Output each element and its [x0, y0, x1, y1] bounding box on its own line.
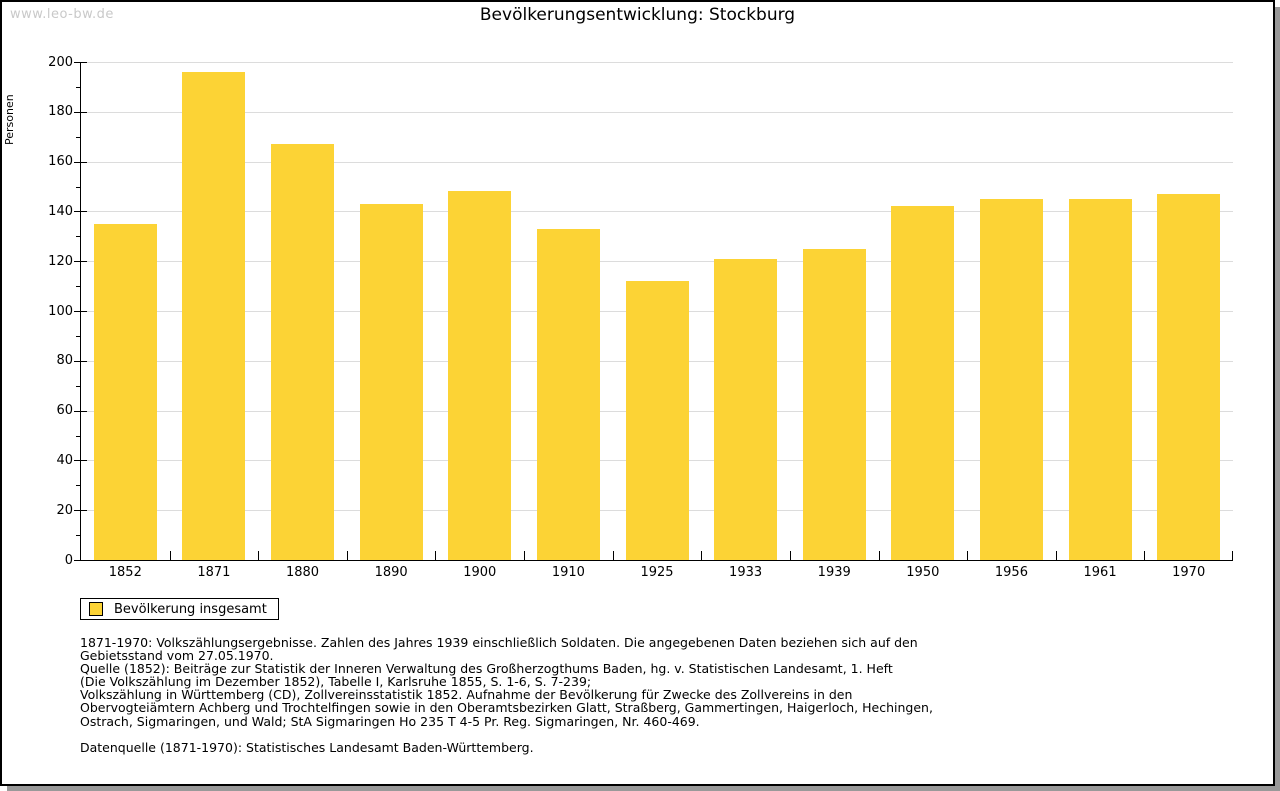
x-tick-label: 1852: [108, 565, 142, 580]
y-axis-label: Personen: [3, 94, 16, 145]
y-tick-minor: [76, 535, 81, 537]
legend-label: Bevölkerung insgesamt: [114, 601, 267, 617]
x-tick: [346, 551, 348, 560]
x-tick: [1144, 551, 1146, 560]
bar: [1068, 198, 1132, 560]
x-tick-label: 1910: [551, 565, 585, 580]
y-tick-minor: [76, 435, 81, 437]
footnote-line: Quelle (1852): Beiträge zur Statistik de…: [80, 661, 893, 677]
x-tick-label: 1956: [994, 565, 1028, 580]
x-tick-label: 1970: [1172, 565, 1206, 580]
bar: [625, 281, 689, 560]
y-tick: [74, 111, 87, 113]
y-tick-label: 200: [48, 54, 73, 70]
y-tick-minor: [76, 136, 81, 138]
y-tick-label: 0: [64, 552, 73, 568]
y-tick-label: 120: [48, 253, 73, 269]
bar: [536, 228, 600, 560]
footnote-line: (Die Volkszählung im Dezember 1852), Tab…: [80, 674, 592, 690]
y-tick-minor: [76, 236, 81, 238]
bar: [714, 258, 778, 560]
x-tick: [1232, 551, 1233, 560]
footnote-line: Obervogteiämtern Achberg und Trochtelfin…: [80, 700, 933, 716]
x-tick-label: 1871: [197, 565, 231, 580]
bar: [979, 198, 1043, 560]
y-tick: [74, 62, 87, 63]
y-tick-minor: [76, 385, 81, 387]
x-tick: [258, 551, 260, 560]
x-tick-label: 1880: [285, 565, 320, 580]
gridline: [81, 161, 1233, 163]
x-tick: [967, 551, 969, 560]
y-tick: [74, 311, 87, 312]
y-tick: [74, 261, 87, 263]
chart-title: Bevölkerungsentwicklung: Stockburg: [479, 5, 796, 25]
y-tick-label: 160: [48, 154, 73, 170]
footnote-line: [80, 728, 933, 741]
x-tick: [612, 551, 614, 560]
y-tick-label: 80: [56, 353, 73, 369]
y-tick: [74, 560, 87, 561]
footnotes: 1871-1970: Volkszählungsergebnisse. Zahl…: [80, 636, 933, 754]
bar: [93, 223, 157, 560]
legend-swatch-icon: [89, 602, 103, 616]
y-tick-label: 100: [48, 303, 73, 319]
gridline: [81, 111, 1233, 113]
bar: [359, 203, 423, 560]
bar: [182, 71, 246, 560]
y-tick-label: 40: [56, 452, 73, 468]
gridline: [81, 62, 1233, 63]
x-tick-label: 1961: [1083, 565, 1117, 580]
x-tick: [1055, 551, 1057, 560]
x-tick: [701, 551, 703, 560]
y-tick-label: 140: [48, 203, 73, 219]
y-tick: [74, 360, 87, 362]
y-tick-minor: [76, 86, 81, 88]
footnote-line: Datenquelle (1871-1970): Statistisches L…: [80, 739, 534, 755]
x-tick-label: 1933: [729, 565, 763, 580]
watermark: www.leo-bw.de: [10, 7, 114, 22]
x-tick: [878, 551, 880, 560]
bar: [891, 206, 955, 560]
x-tick: [435, 551, 437, 560]
y-tick-minor: [76, 286, 81, 288]
y-tick: [74, 161, 87, 163]
x-tick: [169, 551, 171, 560]
x-tick-label: 1890: [374, 565, 408, 580]
bar: [448, 191, 512, 560]
footnote-line: Volkszählung in Württemberg (CD), Zollve…: [80, 687, 853, 703]
bar: [271, 144, 335, 560]
y-tick-label: 20: [56, 502, 73, 518]
x-tick-label: 1950: [906, 565, 940, 580]
footnote-line: Ostrach, Sigmaringen, und Wald; StA Sigm…: [80, 713, 700, 729]
y-tick-minor: [76, 335, 81, 337]
x-tick-label: 1939: [817, 565, 851, 580]
gridline: [81, 211, 1233, 213]
legend: Bevölkerung insgesamt: [80, 598, 279, 620]
bar: [802, 248, 866, 560]
x-tick-label: 1925: [640, 565, 674, 580]
x-tick: [789, 551, 791, 560]
x-tick: [524, 551, 526, 560]
bar: [1157, 193, 1221, 560]
plot-area: 0 20 40 60 80 100 120 140 160 180 200 1852 1871 1880 1…: [48, 55, 1233, 580]
y-tick: [74, 211, 87, 213]
y-tick-label: 180: [48, 104, 73, 120]
y-tick-minor: [76, 186, 81, 188]
y-tick-minor: [76, 485, 81, 487]
y-tick-label: 60: [56, 403, 73, 419]
y-tick: [74, 510, 87, 512]
footnote-line: Gebietsstand vom 27.05.1970.: [80, 648, 274, 664]
y-tick: [74, 410, 87, 412]
y-tick: [74, 460, 87, 462]
footnote-line: 1871-1970: Volkszählungsergebnisse. Zahl…: [80, 635, 918, 650]
gridline: [81, 261, 1233, 263]
x-tick-label: 1900: [463, 565, 497, 580]
